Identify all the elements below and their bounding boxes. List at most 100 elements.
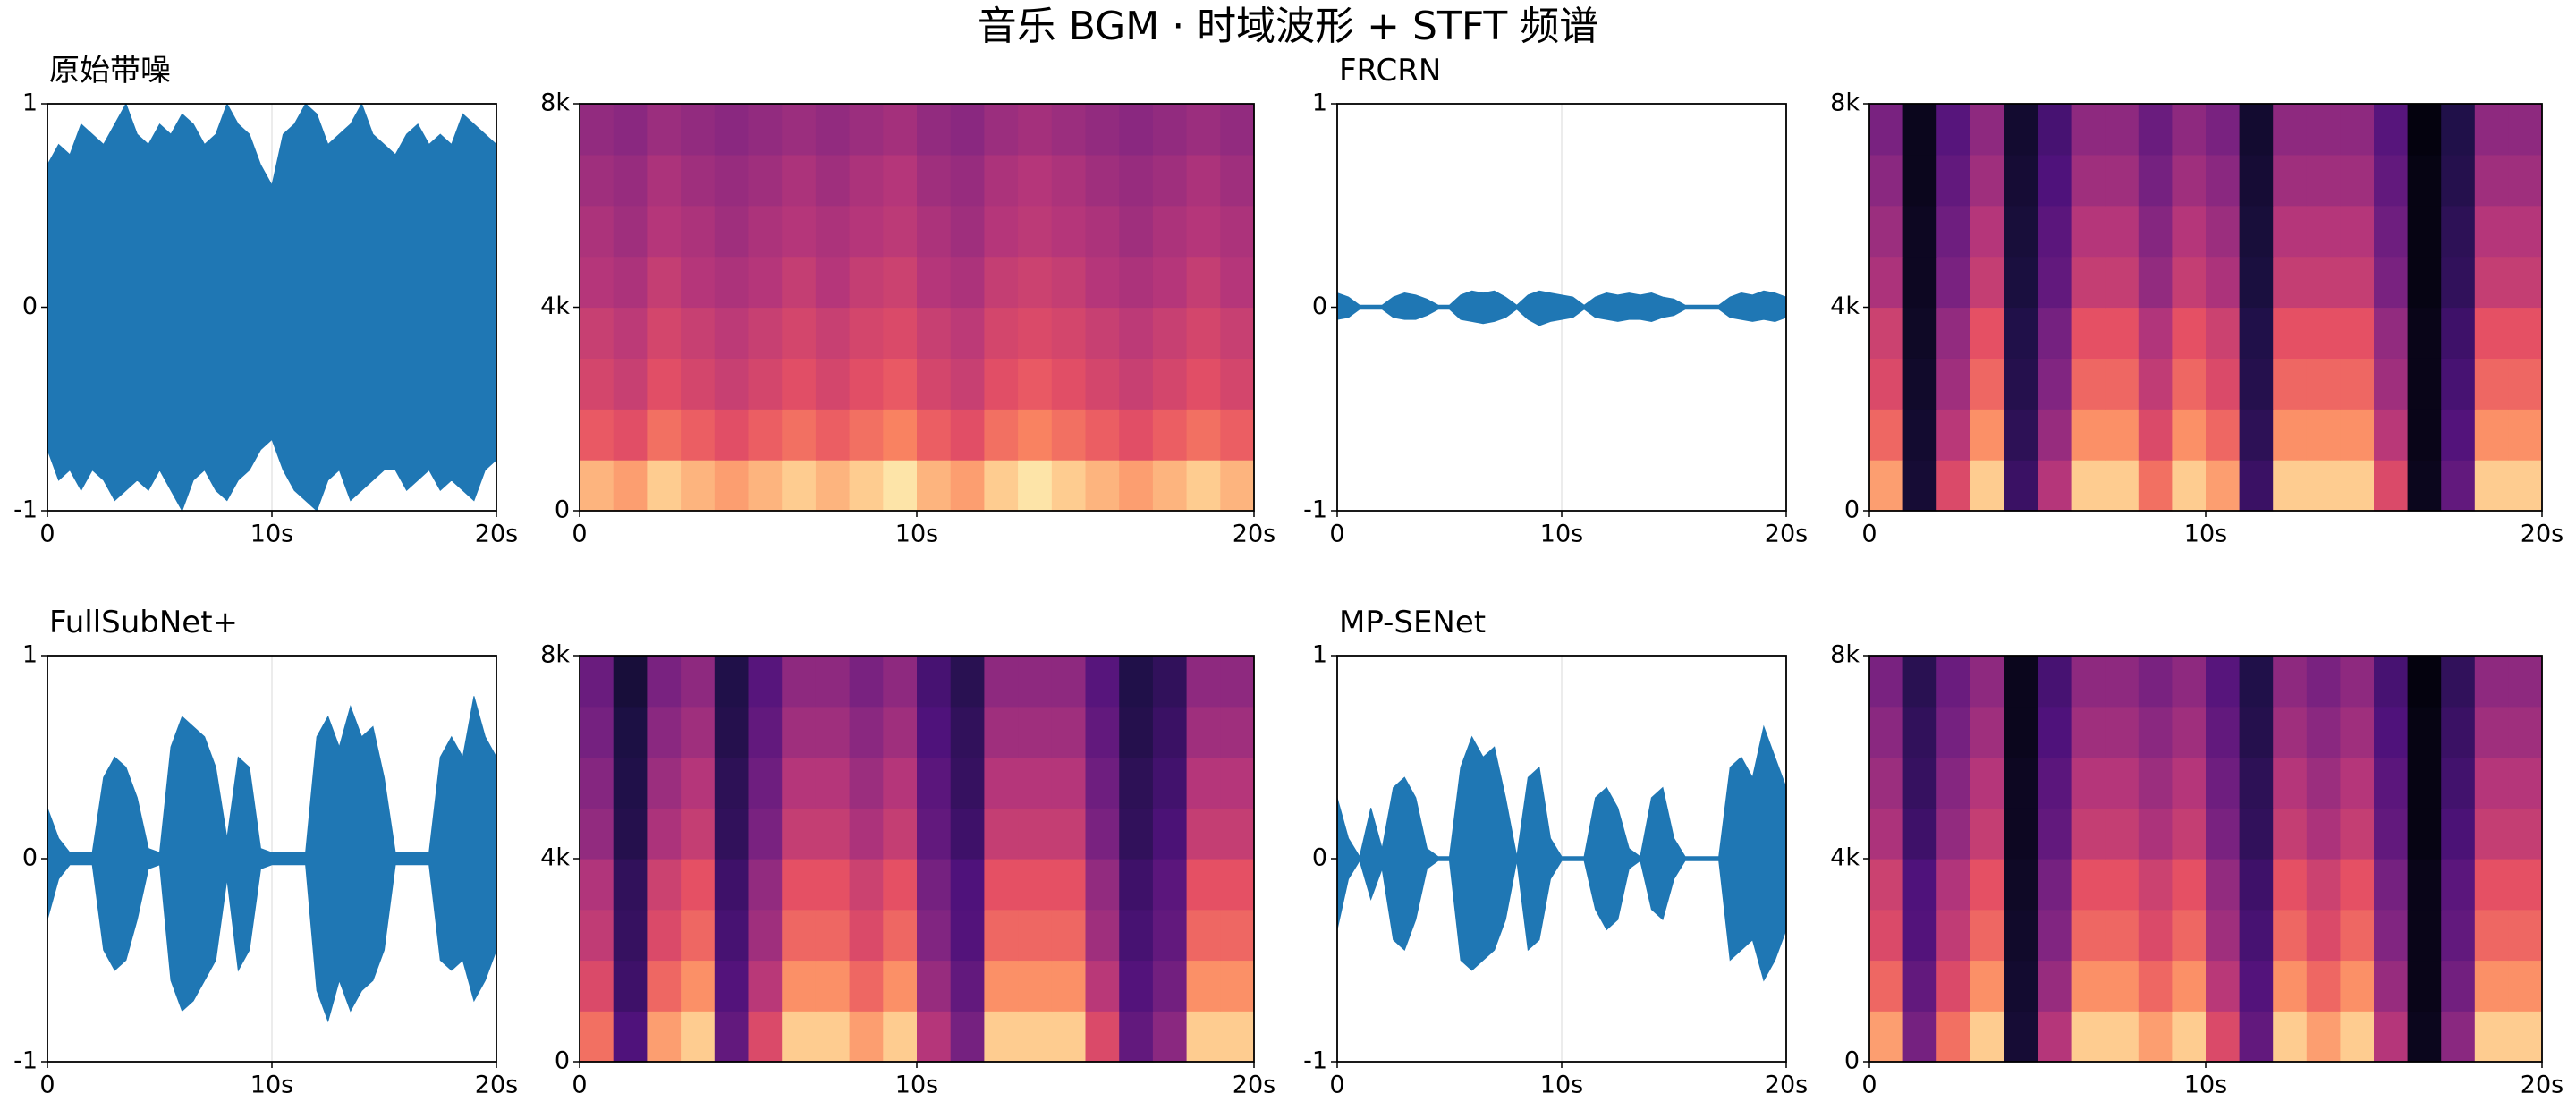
spectrogram-cell: [2374, 358, 2409, 410]
spectrogram-cell: [2273, 909, 2308, 962]
spectrogram-cell: [1869, 154, 1904, 207]
subplot: FullSubNet+0 10s 20s-101: [13, 605, 518, 1099]
spectrogram-cell: [2071, 706, 2106, 758]
spectrogram-cell: [2407, 656, 2442, 708]
spectrogram-cell: [2239, 205, 2274, 258]
spectrogram-cell: [613, 358, 648, 410]
y-tick-label: 1: [1312, 89, 1327, 117]
spectrogram-cell: [613, 256, 648, 309]
spectrogram-cell: [2306, 706, 2341, 758]
y-tick-label: 4k: [540, 292, 570, 320]
spectrogram-cell: [849, 909, 884, 962]
spectrogram-cell: [849, 154, 884, 207]
spectrogram-cell: [782, 706, 817, 758]
spectrogram-cell: [2004, 960, 2038, 1012]
spectrogram-cell: [1902, 358, 1937, 410]
spectrogram-cell: [883, 656, 918, 708]
spectrogram-cell: [2508, 960, 2543, 1012]
spectrogram-cell: [1970, 409, 2004, 461]
spectrogram-cell: [984, 1011, 1019, 1063]
spectrogram-cell: [883, 757, 918, 809]
spectrogram-cell: [580, 757, 614, 809]
spectrogram-cell: [1186, 1011, 1221, 1063]
y-tick-label: -1: [1303, 1047, 1327, 1075]
spectrogram-cell: [2206, 409, 2241, 461]
x-tick-label: 0: [1861, 521, 1877, 548]
spectrogram-cell: [2374, 307, 2409, 359]
spectrogram-cell: [748, 656, 783, 708]
spectrogram-cell: [2239, 909, 2274, 962]
spectrogram-cell: [1152, 656, 1188, 708]
spectrogram-cell: [580, 960, 614, 1012]
spectrogram-cell: [1018, 358, 1053, 410]
spectrogram-cell: [2105, 358, 2140, 410]
spectrogram-cell: [1869, 256, 1904, 309]
spectrogram-cell: [1152, 757, 1188, 809]
spectrogram-cell: [2273, 154, 2308, 207]
spectrogram-cell: [1119, 960, 1154, 1012]
spectrogram-cell: [613, 307, 648, 359]
spectrogram-cell: [2206, 460, 2241, 512]
spectrogram-cell: [2273, 706, 2308, 758]
spectrogram-cell: [748, 409, 783, 461]
spectrogram-cell: [2239, 706, 2274, 758]
spectrogram-cell: [984, 460, 1019, 512]
spectrogram-cell: [849, 656, 884, 708]
spectrogram-cell: [782, 307, 817, 359]
spectrogram-cell: [2105, 307, 2140, 359]
spectrogram-cell: [2071, 154, 2106, 207]
y-tick-label: 1: [22, 641, 38, 669]
spectrogram-cell: [2407, 358, 2442, 410]
spectrogram-cell: [714, 409, 750, 461]
spectrogram-cell: [883, 960, 918, 1012]
spectrogram-cell: [849, 859, 884, 911]
spectrogram-cell: [2508, 104, 2543, 156]
spectrogram-cell: [849, 358, 884, 410]
spectrogram-cell: [917, 256, 952, 309]
spectrogram-cell: [849, 104, 884, 156]
spectrogram-cell: [1152, 205, 1188, 258]
spectrogram-cell: [1970, 808, 2004, 860]
spectrogram-cell: [1119, 460, 1154, 512]
spectrogram-cell: [782, 1011, 817, 1063]
x-tick-label: 20s: [2521, 1072, 2563, 1099]
spectrogram-cell: [2474, 256, 2509, 309]
spectrogram-cell: [647, 307, 682, 359]
spectrogram-cell: [613, 656, 648, 708]
spectrogram-cell: [580, 256, 614, 309]
spectrogram-cell: [2508, 808, 2543, 860]
spectrogram-cell: [2273, 104, 2308, 156]
spectrogram-cell: [2105, 859, 2140, 911]
spectrogram-cell: [2441, 706, 2476, 758]
spectrogram-cell: [2340, 1011, 2375, 1063]
spectrogram-cell: [1970, 358, 2004, 410]
spectrogram-cell: [2474, 205, 2509, 258]
spectrogram-cell: [1018, 154, 1053, 207]
spectrogram-cell: [2340, 409, 2375, 461]
spectrogram-cell: [1119, 256, 1154, 309]
spectrogram-cell: [1869, 1011, 1904, 1063]
spectrogram-cell: [2105, 706, 2140, 758]
spectrogram-cell: [1051, 409, 1087, 461]
spectrogram-cell: [2239, 409, 2274, 461]
spectrogram-cell: [2138, 460, 2173, 512]
spectrogram-cell: [1018, 256, 1053, 309]
spectrogram-cell: [1970, 656, 2004, 708]
spectrogram-cell: [2508, 205, 2543, 258]
spectrogram-cell: [1869, 757, 1904, 809]
spectrogram-cell: [2407, 409, 2442, 461]
spectrogram-cell: [2508, 909, 2543, 962]
spectrogram-cell: [2004, 358, 2038, 410]
spectrogram-cell: [2340, 808, 2375, 860]
spectrogram-cell: [2441, 656, 2476, 708]
spectrogram-cell: [1186, 909, 1221, 962]
spectrogram-cell: [2407, 1011, 2442, 1063]
spectrogram-cell: [2138, 104, 2173, 156]
x-tick-label: 10s: [2184, 521, 2227, 548]
spectrogram-cell: [613, 960, 648, 1012]
spectrogram-cell: [2239, 757, 2274, 809]
spectrogram-cell: [2138, 757, 2173, 809]
x-tick-label: 0: [572, 521, 587, 548]
spectrogram-cell: [748, 706, 783, 758]
